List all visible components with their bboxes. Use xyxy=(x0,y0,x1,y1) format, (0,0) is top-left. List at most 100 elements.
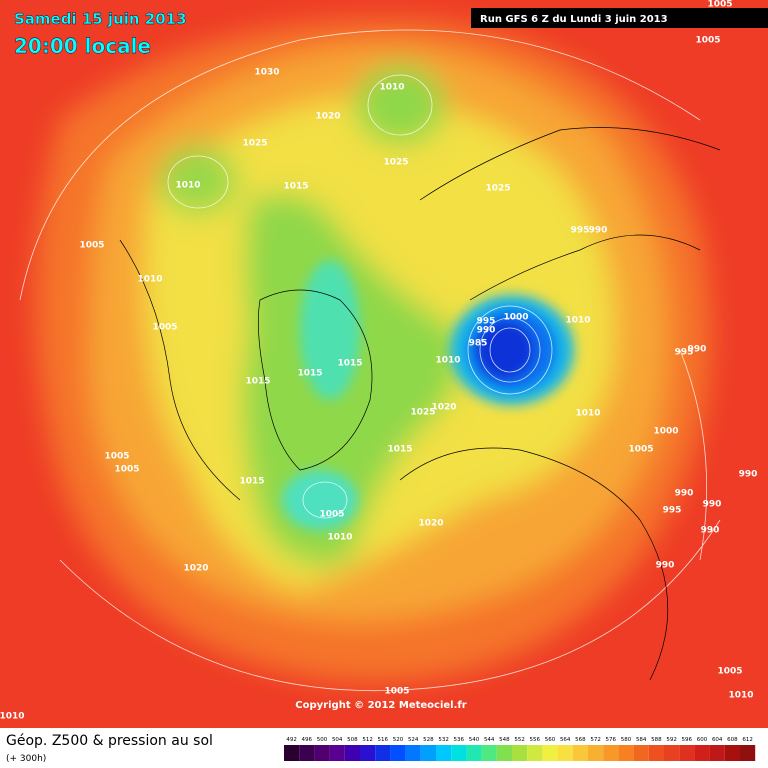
isobar-label: 1005 xyxy=(114,465,139,475)
isobar-label: 1010 xyxy=(728,691,753,701)
isobar-label: 1000 xyxy=(503,313,528,323)
colorbar-swatch xyxy=(344,745,360,761)
isobar-label: 1005 xyxy=(707,0,732,10)
isobar-label: 1005 xyxy=(628,445,653,455)
isobar-label: 990 xyxy=(477,326,496,336)
isobar-label: 1015 xyxy=(245,377,270,387)
colorbar-label: 544 xyxy=(484,737,495,743)
colorbar-label: 568 xyxy=(575,737,586,743)
isobar-label: 1010 xyxy=(565,316,590,326)
colorbar-swatch xyxy=(648,745,664,761)
isobar-label: 1005 xyxy=(79,241,104,251)
colorbar-label: 536 xyxy=(454,737,465,743)
isobar-label: 1015 xyxy=(283,182,308,192)
isobar-label: 985 xyxy=(469,339,488,349)
copyright: Copyright © 2012 Meteociel.fr xyxy=(295,700,466,711)
colorbar-label: 524 xyxy=(408,737,419,743)
colorbar-swatch xyxy=(299,745,315,761)
colorbar-label: 500 xyxy=(317,737,328,743)
isobar-label: 1015 xyxy=(239,477,264,487)
colorbar-swatch xyxy=(588,745,604,761)
colorbar-swatch xyxy=(603,745,619,761)
isobar-label: 990 xyxy=(589,226,608,236)
colorbar-label: 584 xyxy=(636,737,647,743)
isobar-label: 1015 xyxy=(297,369,322,379)
colorbar-label: 528 xyxy=(423,737,434,743)
colorbar-label: 612 xyxy=(742,737,753,743)
isobar-label: 1025 xyxy=(485,184,510,194)
colorbar-swatch xyxy=(572,745,588,761)
colorbar-swatch xyxy=(451,745,467,761)
isobar-label: 1005 xyxy=(319,510,344,520)
colorbar-label: 556 xyxy=(530,737,541,743)
isobar-label: 1010 xyxy=(0,712,25,722)
colorbar-swatch xyxy=(466,745,482,761)
colorbar-swatch xyxy=(405,745,421,761)
isobar-label: 995 xyxy=(571,226,590,236)
colorbar-swatch xyxy=(724,745,740,761)
isobar-label: 1010 xyxy=(575,409,600,419)
isobar-label: 995 xyxy=(675,348,694,358)
isobar-label: 1020 xyxy=(418,519,443,529)
isobar-label: 1015 xyxy=(387,445,412,455)
colorbar-swatch xyxy=(496,745,512,761)
isobar-label: 995 xyxy=(663,506,682,516)
colorbar-label: 588 xyxy=(651,737,662,743)
colorbar-swatch xyxy=(375,745,391,761)
isobar-label: 990 xyxy=(675,489,694,499)
colorbar-swatch xyxy=(633,745,649,761)
colorbar-swatch xyxy=(284,745,300,761)
colorbar-label: 608 xyxy=(727,737,738,743)
colorbar-label: 560 xyxy=(545,737,556,743)
colorbar-swatch xyxy=(360,745,376,761)
colorbar-swatch xyxy=(512,745,528,761)
colorbar-label: 512 xyxy=(362,737,373,743)
date-label: Samedi 15 juin 2013 xyxy=(14,10,187,28)
colorbar-label: 532 xyxy=(438,737,449,743)
isobar-label: 1015 xyxy=(337,359,362,369)
isobar-label: 1010 xyxy=(137,275,162,285)
colorbar-swatch xyxy=(694,745,710,761)
isobar-label: 1005 xyxy=(104,452,129,462)
colorbar-label: 596 xyxy=(682,737,693,743)
colorbar-label: 564 xyxy=(560,737,571,743)
colorbar-label: 576 xyxy=(606,737,617,743)
colorbar-swatch xyxy=(329,745,345,761)
isobar-label: 1010 xyxy=(379,83,404,93)
colorbar-label: 496 xyxy=(302,737,313,743)
colorbar-swatch xyxy=(664,745,680,761)
colorbar-swatch xyxy=(481,745,497,761)
colorbar-swatch xyxy=(557,745,573,761)
colorbar-swatch xyxy=(542,745,558,761)
colorbar-label: 604 xyxy=(712,737,723,743)
isobar-label: 1005 xyxy=(717,667,742,677)
colorbar-label: 572 xyxy=(590,737,601,743)
field xyxy=(0,0,768,728)
colorbar-swatch xyxy=(436,745,452,761)
isobar-label: 995 xyxy=(477,317,496,327)
colorbar-label: 592 xyxy=(666,737,677,743)
colorbar-swatch xyxy=(527,745,543,761)
isobar-label: 1025 xyxy=(410,408,435,418)
coastlines xyxy=(119,127,721,681)
isobar-label: 990 xyxy=(701,526,720,536)
colorbar-swatch xyxy=(390,745,406,761)
isobar-label: 1000 xyxy=(653,427,678,437)
footer-title: Géop. Z500 & pression au sol xyxy=(6,733,213,749)
isobar-label: 990 xyxy=(703,500,722,510)
colorbar-label: 552 xyxy=(514,737,525,743)
isobar-label: 1020 xyxy=(431,403,456,413)
isobar-label: 1005 xyxy=(152,323,177,333)
colorbar-label: 540 xyxy=(469,737,480,743)
isobars xyxy=(19,29,721,692)
colorbar-label: 508 xyxy=(347,737,358,743)
time-label: 20:00 locale xyxy=(14,34,151,58)
colorbar-label: 580 xyxy=(621,737,632,743)
isobar-label: 1020 xyxy=(315,112,340,122)
isobar-label: 1020 xyxy=(183,564,208,574)
colorbar-swatch xyxy=(709,745,725,761)
isobar-label: 1010 xyxy=(175,181,200,191)
isobar-label: 1025 xyxy=(242,139,267,149)
